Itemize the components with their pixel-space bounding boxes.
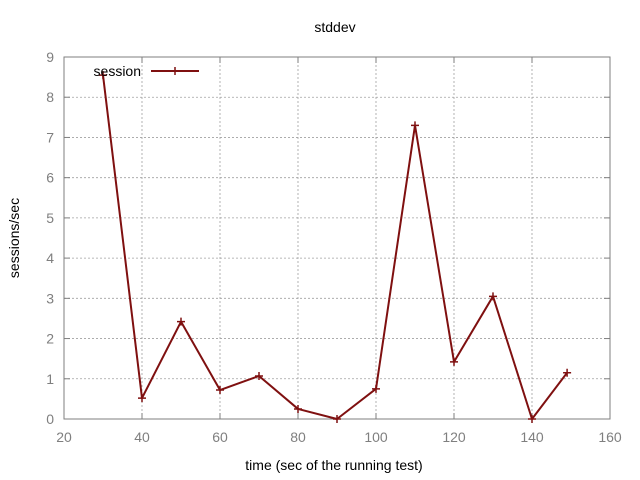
grid xyxy=(64,57,610,419)
x-tick-label: 160 xyxy=(598,429,622,445)
y-tick-label: 6 xyxy=(46,170,54,186)
plot-frame xyxy=(63,56,611,420)
x-axis-title: time (sec of the running test) xyxy=(245,457,422,473)
series-line-session xyxy=(102,74,568,420)
data-point xyxy=(411,121,419,130)
data-point xyxy=(255,371,263,380)
legend-label-session: session xyxy=(94,63,141,79)
x-tick-label: 120 xyxy=(442,429,466,445)
y-tick-label: 1 xyxy=(46,371,54,387)
y-tick-label: 4 xyxy=(46,250,54,266)
x-tick-label: 80 xyxy=(290,429,306,445)
y-tick-label: 9 xyxy=(46,49,54,65)
data-point xyxy=(99,71,107,80)
data-point xyxy=(489,292,497,301)
data-point xyxy=(372,384,380,393)
data-point xyxy=(294,404,302,413)
legend-marker-plus xyxy=(171,67,179,75)
data-point xyxy=(563,368,572,377)
x-tick-label: 40 xyxy=(134,429,150,445)
y-tick-label: 8 xyxy=(46,89,54,105)
x-tick-label: 20 xyxy=(56,429,72,445)
series-layer xyxy=(99,71,572,423)
data-point xyxy=(138,394,146,403)
data-point xyxy=(450,357,458,366)
y-tick-label: 0 xyxy=(46,411,54,427)
x-tick-label: 140 xyxy=(520,429,544,445)
data-point xyxy=(528,415,536,423)
axis-ticks: 20 40 60 80 100 120 140 160 0 1 2 3 4 5 6 7 8 9 xyxy=(46,49,622,445)
legend: session xyxy=(94,63,199,79)
x-tick-label: 60 xyxy=(212,429,228,445)
data-point xyxy=(333,415,341,423)
data-point xyxy=(216,386,224,395)
y-tick-label: 2 xyxy=(46,331,54,347)
legend-marker-session xyxy=(171,67,179,75)
chart-title: stddev xyxy=(314,19,355,35)
y-axis-title: sessions/sec xyxy=(6,198,22,278)
y-tick-label: 7 xyxy=(46,129,54,145)
y-tick-label: 5 xyxy=(46,210,54,226)
y-tick-label: 3 xyxy=(46,290,54,306)
data-point xyxy=(177,317,185,326)
x-tick-label: 100 xyxy=(364,429,388,445)
